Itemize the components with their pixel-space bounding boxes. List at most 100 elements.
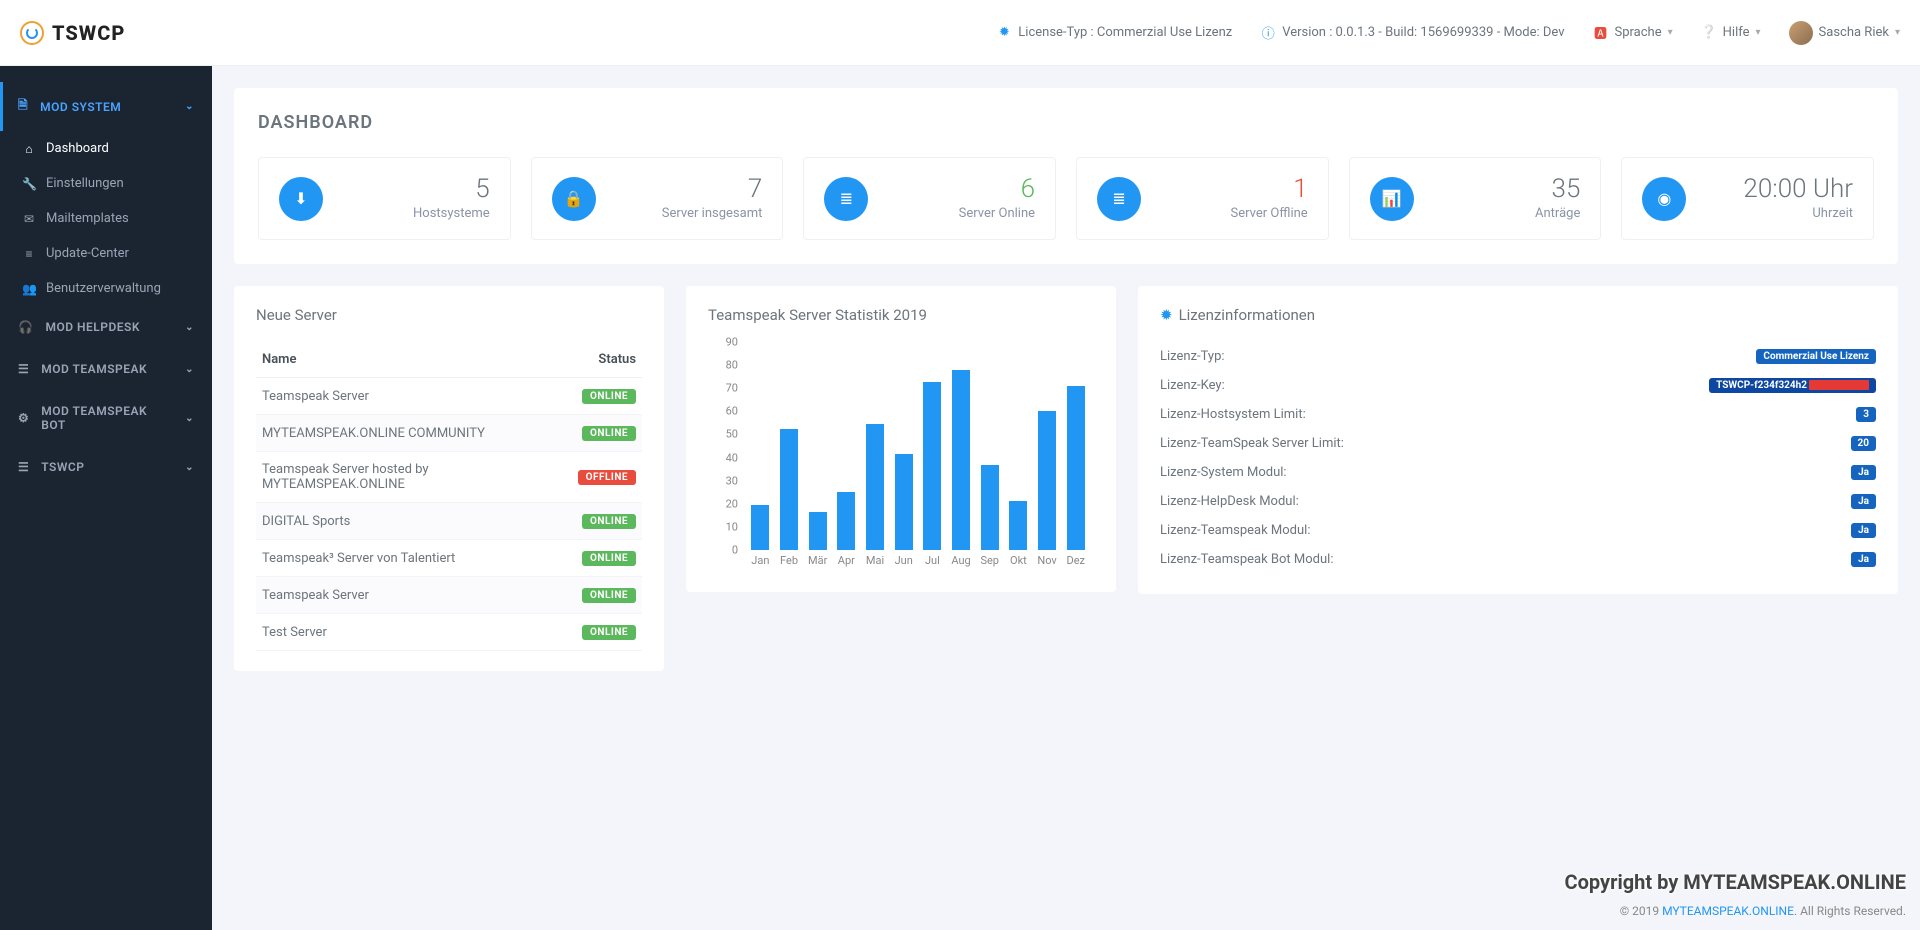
license-text: License-Typ : Commerzial Use Lizenz	[1018, 25, 1232, 40]
license-row: Lizenz-Teamspeak Bot Modul:Ja	[1160, 545, 1876, 574]
bar-column	[803, 348, 832, 550]
sidebar-item-settings[interactable]: 🔧Einstellungen	[0, 166, 212, 201]
topbar-right: ✹ License-Typ : Commerzial Use Lizenz ⓘ …	[996, 21, 1900, 45]
bar	[981, 465, 999, 550]
stat-label: Server Offline	[1231, 206, 1308, 221]
stat-card[interactable]: ≣ 1 Server Offline	[1076, 157, 1329, 240]
stats-row: ⬇ 5 Hostsysteme 🔒 7 Server insgesamt ≣ 6…	[258, 157, 1874, 240]
stat-icon: 🔒	[552, 177, 596, 221]
chevron-down-icon: ⌄	[185, 462, 194, 473]
bar	[809, 512, 827, 550]
server-name: Test Server	[256, 614, 572, 651]
stat-label: Anträge	[1535, 206, 1580, 221]
topbar: TSWCP ✹ License-Typ : Commerzial Use Liz…	[0, 0, 1920, 66]
bar-chart: 0102030405060708090 JanFebMärAprMaiJunJu…	[708, 342, 1094, 572]
server-name: Teamspeak Server	[256, 378, 572, 415]
stat-value: 20:00 Uhr	[1743, 176, 1853, 202]
panel-license: ✹ Lizenzinformationen Lizenz-Typ:Commerz…	[1138, 286, 1898, 594]
bar-column	[1033, 348, 1062, 550]
stat-card[interactable]: 📊 35 Anträge	[1349, 157, 1602, 240]
info-icon: ⓘ	[1260, 25, 1276, 41]
stat-value: 5	[413, 176, 490, 202]
wrench-icon: 🔧	[22, 177, 36, 191]
table-row[interactable]: Teamspeak Server ONLINE	[256, 378, 642, 415]
x-axis-label: Jan	[746, 554, 775, 572]
table-row[interactable]: MYTEAMSPEAK.ONLINE COMMUNITY ONLINE	[256, 415, 642, 452]
stat-card[interactable]: ⬇ 5 Hostsysteme	[258, 157, 511, 240]
y-axis-label: 30	[726, 474, 738, 487]
users-icon: 👥	[22, 282, 36, 296]
language-label: Sprache	[1615, 25, 1662, 40]
server-status: ONLINE	[572, 378, 642, 415]
logo[interactable]: TSWCP	[20, 21, 125, 45]
license-row: Lizenz-TeamSpeak Server Limit:20	[1160, 429, 1876, 458]
table-row[interactable]: Test Server ONLINE	[256, 614, 642, 651]
bar-column	[832, 348, 861, 550]
sidebar-group-mod-system[interactable]: 🗎 MOD SYSTEM ⌄	[0, 82, 212, 131]
stat-card[interactable]: ◉ 20:00 Uhr Uhrzeit	[1621, 157, 1874, 240]
sidebar-item-dashboard[interactable]: ⌂Dashboard	[0, 131, 212, 166]
brand-text: TSWCP	[52, 21, 125, 45]
page-title: DASHBOARD	[258, 112, 1874, 133]
panel-title: Teamspeak Server Statistik 2019	[708, 306, 1094, 324]
translate-icon: 🅰	[1593, 25, 1609, 41]
server-name: Teamspeak Server hosted by MYTEAMSPEAK.O…	[256, 452, 572, 503]
y-axis-label: 60	[726, 405, 738, 418]
sidebar-item-label: Mailtemplates	[46, 211, 129, 226]
status-badge: ONLINE	[582, 625, 636, 640]
bar-column	[746, 348, 775, 550]
sidebar-item-users[interactable]: 👥Benutzerverwaltung	[0, 271, 212, 306]
footer-link[interactable]: MYTEAMSPEAK.ONLINE	[1662, 904, 1794, 918]
sidebar-group-mod-helpdesk[interactable]: 🎧MOD HELPDESK⌄	[0, 306, 212, 348]
bar	[1009, 501, 1027, 550]
license-title: Lizenzinformationen	[1179, 306, 1315, 324]
user-menu[interactable]: Sascha Riek ▾	[1789, 21, 1900, 45]
x-axis-label: Nov	[1033, 554, 1062, 572]
table-row[interactable]: Teamspeak Server ONLINE	[256, 577, 642, 614]
stat-value: 6	[959, 176, 1035, 202]
chevron-down-icon: ⌄	[185, 364, 194, 375]
sidebar-group-mod-teamspeak[interactable]: ☰MOD TEAMSPEAK⌄	[0, 348, 212, 390]
y-axis-label: 0	[732, 544, 738, 557]
bar	[837, 492, 855, 550]
status-badge: ONLINE	[582, 514, 636, 529]
sidebar-group-tswcp[interactable]: ☰TSWCP⌄	[0, 446, 212, 488]
headset-icon: 🎧	[18, 320, 33, 334]
language-menu[interactable]: 🅰 Sprache ▾	[1593, 25, 1673, 41]
bar	[1067, 386, 1085, 550]
seal-icon: ✹	[996, 25, 1012, 41]
y-axis-label: 70	[726, 382, 738, 395]
stat-icon: 📊	[1370, 177, 1414, 221]
table-row[interactable]: Teamspeak³ Server von Talentiert ONLINE	[256, 540, 642, 577]
sidebar-item-update-center[interactable]: ≡Update-Center	[0, 236, 212, 271]
file-icon: 🗎	[18, 96, 28, 117]
footer-prefix: © 2019	[1620, 904, 1662, 918]
server-status: ONLINE	[572, 540, 642, 577]
table-row[interactable]: DIGITAL Sports ONLINE	[256, 503, 642, 540]
stat-value: 35	[1535, 176, 1580, 202]
home-icon: ⌂	[22, 142, 36, 156]
panel-new-servers: Neue Server Name Status Teamspeak Server…	[234, 286, 664, 671]
license-badge: Ja	[1851, 465, 1876, 480]
stat-icon: ≣	[824, 177, 868, 221]
bar-column	[947, 348, 976, 550]
help-menu[interactable]: ❔ Hilfe ▾	[1701, 25, 1761, 41]
sidebar-item-mailtemplates[interactable]: ✉Mailtemplates	[0, 201, 212, 236]
sidebar-group-mod-teamspeak-bot[interactable]: ⚙MOD TEAMSPEAK BOT⌄	[0, 390, 212, 446]
x-axis-label: Mai	[861, 554, 890, 572]
version-indicator: ⓘ Version : 0.0.1.3 - Build: 1569699339 …	[1260, 25, 1564, 41]
y-axis-label: 10	[726, 520, 738, 533]
stat-card[interactable]: ≣ 6 Server Online	[803, 157, 1056, 240]
chevron-down-icon: ⌄	[185, 101, 194, 112]
y-axis-label: 90	[726, 336, 738, 349]
table-row[interactable]: Teamspeak Server hosted by MYTEAMSPEAK.O…	[256, 452, 642, 503]
bar	[780, 429, 798, 550]
bar	[1038, 411, 1056, 550]
panel-chart: Teamspeak Server Statistik 2019 01020304…	[686, 286, 1116, 592]
new-servers-table: Name Status Teamspeak Server ONLINEMYTEA…	[256, 342, 642, 651]
stat-card[interactable]: 🔒 7 Server insgesamt	[531, 157, 784, 240]
stat-value: 1	[1231, 176, 1308, 202]
help-label: Hilfe	[1723, 25, 1750, 40]
server-icon: ☰	[18, 362, 29, 376]
user-name: Sascha Riek	[1819, 25, 1889, 40]
